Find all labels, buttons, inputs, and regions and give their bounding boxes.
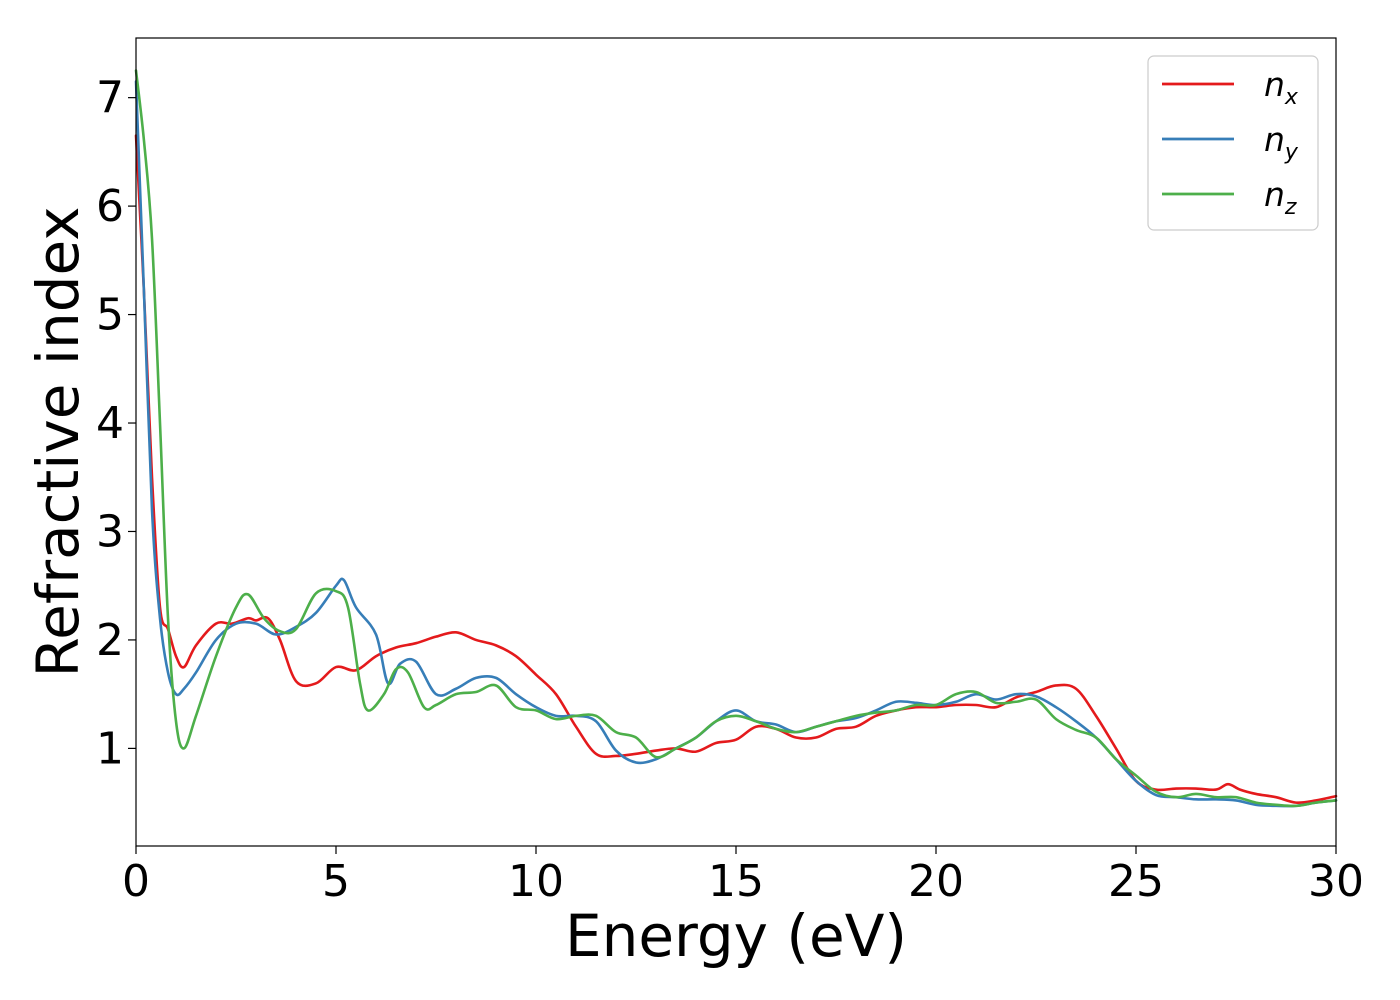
legend-box	[1147, 55, 1319, 231]
series-layer	[134, 69, 1338, 808]
x-tick-label: 30	[1308, 856, 1364, 907]
x-tick-label: 0	[122, 856, 150, 907]
y-tick-label: 6	[96, 181, 124, 232]
y-tick-label: 7	[96, 73, 124, 124]
x-tick-label: 10	[508, 856, 564, 907]
x-tick-label: 15	[708, 856, 764, 907]
x-axis-title: Energy (eV)	[565, 902, 907, 970]
legend-label-z: nz	[1264, 175, 1297, 220]
x-tick-label: 20	[908, 856, 964, 907]
y-tick-label: 1	[96, 723, 124, 774]
y-tick-label: 5	[96, 290, 124, 341]
y-tick-label: 2	[96, 615, 124, 666]
x-axis-ticks: 0 5 10 15 20 25 30	[122, 846, 1364, 907]
y-tick-label: 3	[96, 506, 124, 557]
y-axis-ticks: 1 2 3 4 5 6 7	[96, 73, 136, 774]
y-tick-label: 4	[96, 398, 124, 449]
legend-label-x: nx	[1264, 65, 1299, 110]
legend-label-y: ny	[1264, 120, 1299, 165]
y-axis-title: Refractive index	[24, 206, 92, 677]
x-tick-label: 25	[1108, 856, 1164, 907]
series-line-z	[134, 69, 1338, 808]
x-tick-label: 5	[322, 856, 350, 907]
legend: nx ny nz	[1147, 55, 1319, 231]
